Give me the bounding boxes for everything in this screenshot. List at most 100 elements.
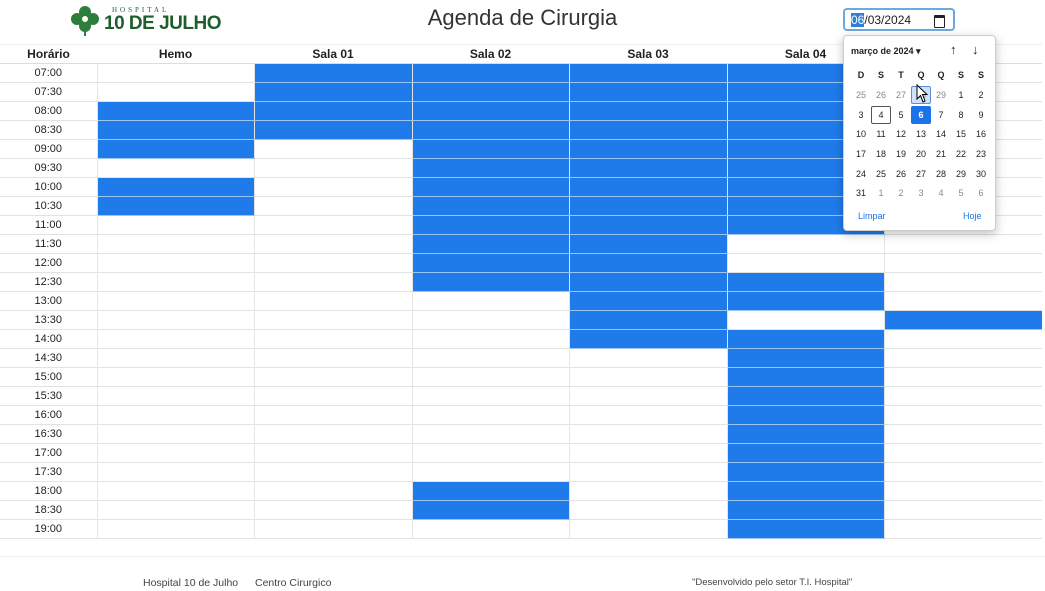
booked-slot[interactable] xyxy=(96,101,254,121)
calendar-day[interactable]: 26 xyxy=(895,168,906,179)
free-slot[interactable] xyxy=(96,234,254,254)
date-input[interactable]: 06/03/2024 xyxy=(843,8,955,31)
calendar-day[interactable]: 26 xyxy=(875,90,886,100)
booked-slot[interactable] xyxy=(568,139,727,159)
free-slot[interactable] xyxy=(411,462,569,482)
booked-slot[interactable] xyxy=(568,177,727,197)
free-slot[interactable] xyxy=(568,424,727,444)
calendar-day[interactable]: 11 xyxy=(876,129,886,140)
booked-slot[interactable] xyxy=(568,291,727,311)
free-slot[interactable] xyxy=(253,329,412,349)
booked-slot[interactable] xyxy=(411,234,569,254)
free-slot[interactable] xyxy=(253,462,412,482)
calendar-day[interactable]: 31 xyxy=(855,188,866,199)
free-slot[interactable] xyxy=(883,234,1042,254)
calendar-day[interactable]: 1 xyxy=(878,188,884,199)
free-slot[interactable] xyxy=(726,234,884,254)
calendar-day[interactable]: 3 xyxy=(918,188,924,199)
free-slot[interactable] xyxy=(253,443,412,463)
free-slot[interactable] xyxy=(568,519,727,539)
calendar-day[interactable]: 4 xyxy=(871,105,891,124)
booked-slot[interactable] xyxy=(96,177,254,197)
free-slot[interactable] xyxy=(253,519,412,539)
free-slot[interactable] xyxy=(253,253,412,273)
free-slot[interactable] xyxy=(568,386,727,406)
booked-slot[interactable] xyxy=(568,196,727,216)
calendar-day[interactable]: 5 xyxy=(898,109,904,120)
calendar-day[interactable]: 10 xyxy=(855,129,866,140)
calendar-day[interactable]: 18 xyxy=(875,149,886,160)
free-slot[interactable] xyxy=(253,291,412,311)
free-slot[interactable] xyxy=(883,424,1042,444)
calendar-day[interactable]: 2 xyxy=(898,188,904,199)
free-slot[interactable] xyxy=(253,386,412,406)
calendar-day[interactable]: 15 xyxy=(955,129,966,140)
free-slot[interactable] xyxy=(883,443,1042,463)
booked-slot[interactable] xyxy=(726,329,884,349)
free-slot[interactable] xyxy=(568,443,727,463)
booked-slot[interactable] xyxy=(253,82,412,102)
calendar-day[interactable]: 3 xyxy=(858,109,864,120)
free-slot[interactable] xyxy=(883,253,1042,273)
free-slot[interactable] xyxy=(411,386,569,406)
booked-slot[interactable] xyxy=(411,101,569,121)
free-slot[interactable] xyxy=(883,291,1042,311)
free-slot[interactable] xyxy=(96,348,254,368)
free-slot[interactable] xyxy=(883,519,1042,539)
booked-slot[interactable] xyxy=(726,367,884,387)
booked-slot[interactable] xyxy=(568,101,727,121)
date-day-segment[interactable]: 06 xyxy=(851,12,865,27)
booked-slot[interactable] xyxy=(96,120,254,140)
booked-slot[interactable] xyxy=(568,234,727,254)
booked-slot[interactable] xyxy=(883,310,1042,330)
free-slot[interactable] xyxy=(253,500,412,520)
booked-slot[interactable] xyxy=(411,215,569,235)
free-slot[interactable] xyxy=(96,329,254,349)
month-year-selector[interactable]: março de 2024 ▾ xyxy=(851,46,921,56)
booked-slot[interactable] xyxy=(568,253,727,273)
booked-slot[interactable] xyxy=(253,120,412,140)
calendar-day[interactable]: 30 xyxy=(975,168,986,179)
booked-slot[interactable] xyxy=(726,386,884,406)
booked-slot[interactable] xyxy=(253,101,412,121)
booked-slot[interactable] xyxy=(568,63,727,83)
free-slot[interactable] xyxy=(726,253,884,273)
booked-slot[interactable] xyxy=(411,82,569,102)
free-slot[interactable] xyxy=(568,405,727,425)
calendar-day[interactable]: 29 xyxy=(935,90,946,100)
free-slot[interactable] xyxy=(96,462,254,482)
arrow-down-icon[interactable]: ↓ xyxy=(972,42,979,57)
free-slot[interactable] xyxy=(883,367,1042,387)
free-slot[interactable] xyxy=(411,367,569,387)
calendar-day[interactable]: 16 xyxy=(975,129,986,140)
booked-slot[interactable] xyxy=(411,253,569,273)
calendar-day[interactable]: 14 xyxy=(935,129,946,140)
calendar-day[interactable]: 9 xyxy=(978,109,984,120)
calendar-day[interactable]: 4 xyxy=(938,188,944,199)
free-slot[interactable] xyxy=(253,196,412,216)
calendar-day[interactable]: 25 xyxy=(875,168,886,179)
booked-slot[interactable] xyxy=(411,177,569,197)
booked-slot[interactable] xyxy=(568,82,727,102)
free-slot[interactable] xyxy=(96,367,254,387)
free-slot[interactable] xyxy=(96,424,254,444)
booked-slot[interactable] xyxy=(726,500,884,520)
calendar-day[interactable]: 27 xyxy=(915,168,926,179)
calendar-day[interactable]: 27 xyxy=(895,90,906,100)
free-slot[interactable] xyxy=(96,310,254,330)
free-slot[interactable] xyxy=(253,158,412,178)
free-slot[interactable] xyxy=(96,500,254,520)
booked-slot[interactable] xyxy=(411,63,569,83)
booked-slot[interactable] xyxy=(726,462,884,482)
free-slot[interactable] xyxy=(96,291,254,311)
free-slot[interactable] xyxy=(253,139,412,159)
calendar-day[interactable]: 7 xyxy=(938,109,944,120)
calendar-day[interactable]: 23 xyxy=(975,149,986,160)
calendar-day[interactable]: 2 xyxy=(978,90,984,100)
calendar-day[interactable]: 1 xyxy=(958,90,964,100)
free-slot[interactable] xyxy=(96,481,254,501)
calendar-day[interactable]: 6 xyxy=(978,188,984,199)
calendar-day[interactable]: 24 xyxy=(855,168,866,179)
date-rest-segment[interactable]: /03/2024 xyxy=(864,12,912,27)
booked-slot[interactable] xyxy=(726,424,884,444)
